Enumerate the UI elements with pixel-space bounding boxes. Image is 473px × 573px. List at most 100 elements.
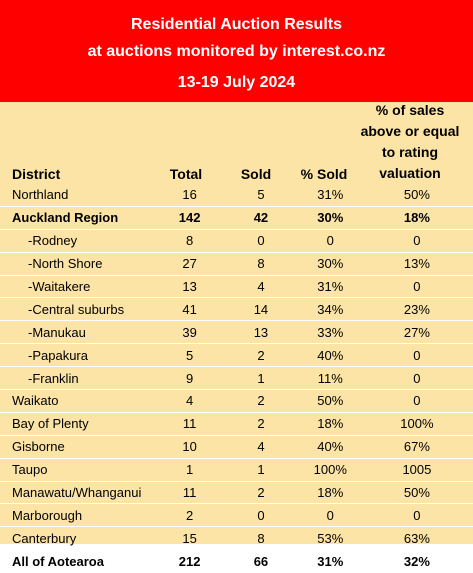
pct-sold-cell: 31% <box>299 184 361 207</box>
pct-sold-cell: 0 <box>299 503 361 528</box>
header-pct-sold: % Sold <box>300 166 348 182</box>
table-row: Manawatu/Whanganui 11 2 18% 50% <box>0 481 473 505</box>
district-cell: -Papakura <box>0 343 166 368</box>
district-cell: -Central suburbs <box>0 297 166 322</box>
column-spacer <box>285 229 300 253</box>
column-spacer <box>285 366 300 391</box>
pct-sold-cell: 30% <box>299 206 361 230</box>
valuation-cell: 27% <box>360 320 473 345</box>
column-spacer <box>285 297 300 322</box>
pct-sold-cell: 0 <box>299 229 361 253</box>
total-cell: 39 <box>165 320 215 345</box>
column-spacer <box>214 343 237 368</box>
district-cell: -North Shore <box>0 252 166 276</box>
district-cell: -Rodney <box>0 229 166 253</box>
district-cell: Canterbury <box>0 526 166 551</box>
column-spacer <box>214 481 237 505</box>
table-row: Bay of Plenty 11 2 18% 100% <box>0 412 473 436</box>
district-cell: Taupo <box>0 458 166 482</box>
district-cell: Waikato <box>0 389 166 413</box>
sold-cell: 8 <box>236 252 286 276</box>
header-total: Total <box>169 166 203 182</box>
pct-sold-cell: 18% <box>299 481 361 505</box>
district-cell: All of Aotearoa <box>0 549 166 573</box>
column-spacer <box>285 275 300 299</box>
table-row: Northland 16 5 31% 50% <box>0 184 473 207</box>
pct-sold-cell: 100% <box>299 458 361 482</box>
sold-cell: 14 <box>236 297 286 322</box>
header-valuation-line-4: valuation <box>379 165 441 181</box>
sold-cell: 2 <box>236 481 286 505</box>
total-cell: 9 <box>165 366 215 391</box>
district-cell: -Waitakere <box>0 275 166 299</box>
table-row: Gisborne 10 4 40% 67% <box>0 435 473 459</box>
results-table: Northland 16 5 31% 50% Auckland Region 142 42 30… <box>0 184 473 573</box>
valuation-cell: 67% <box>360 435 473 459</box>
table-row: Waikato 4 2 50% 0 <box>0 389 473 413</box>
column-spacer <box>285 320 300 345</box>
total-cell: 1 <box>165 458 215 482</box>
total-cell: 15 <box>165 526 215 551</box>
valuation-cell: 0 <box>360 503 473 528</box>
column-spacer <box>214 206 237 230</box>
column-spacer <box>285 458 300 482</box>
column-spacer <box>285 435 300 459</box>
pct-sold-cell: 31% <box>299 275 361 299</box>
district-cell: Gisborne <box>0 435 166 459</box>
column-spacer <box>285 252 300 276</box>
valuation-cell: 50% <box>360 481 473 505</box>
table-row: -Central suburbs 41 14 34% 23% <box>0 297 473 322</box>
sold-cell: 66 <box>236 549 286 573</box>
sold-cell: 8 <box>236 526 286 551</box>
pct-sold-cell: 31% <box>299 549 361 573</box>
total-cell: 27 <box>165 252 215 276</box>
valuation-cell: 0 <box>360 366 473 391</box>
total-cell: 10 <box>165 435 215 459</box>
column-spacer <box>285 481 300 505</box>
district-cell: Bay of Plenty <box>0 412 166 436</box>
pct-sold-cell: 11% <box>299 366 361 391</box>
pct-sold-cell: 40% <box>299 343 361 368</box>
header-valuation: % of sales above or equal to rating valu… <box>355 100 465 184</box>
column-spacer <box>285 549 300 573</box>
column-spacer <box>285 184 300 207</box>
column-spacer <box>214 320 237 345</box>
total-cell: 4 <box>165 389 215 413</box>
valuation-cell: 100% <box>360 412 473 436</box>
valuation-cell: 0 <box>360 229 473 253</box>
total-cell: 11 <box>165 412 215 436</box>
sold-cell: 13 <box>236 320 286 345</box>
column-spacer <box>214 275 237 299</box>
sold-cell: 0 <box>236 229 286 253</box>
column-spacer <box>214 252 237 276</box>
valuation-cell: 13% <box>360 252 473 276</box>
sold-cell: 4 <box>236 275 286 299</box>
district-cell: Manawatu/Whanganui <box>0 481 166 505</box>
column-spacer <box>214 549 237 573</box>
valuation-cell: 63% <box>360 526 473 551</box>
total-cell: 2 <box>165 503 215 528</box>
valuation-cell: 1005 <box>360 458 473 482</box>
total-cell: 11 <box>165 481 215 505</box>
pct-sold-cell: 40% <box>299 435 361 459</box>
column-spacer <box>214 366 237 391</box>
column-spacer <box>285 206 300 230</box>
column-spacer <box>214 458 237 482</box>
sold-cell: 2 <box>236 389 286 413</box>
column-spacer <box>285 503 300 528</box>
table-row: -Waitakere 13 4 31% 0 <box>0 275 473 299</box>
column-spacer <box>285 389 300 413</box>
total-cell: 8 <box>165 229 215 253</box>
table-row: Taupo 1 1 100% 1005 <box>0 458 473 482</box>
title-line-1: Residential Auction Results <box>131 16 342 33</box>
sold-cell: 42 <box>236 206 286 230</box>
header-valuation-line-2: above or equal <box>360 123 460 139</box>
column-spacer <box>285 412 300 436</box>
valuation-cell: 18% <box>360 206 473 230</box>
title-banner: Residential Auction Results at auctions … <box>0 0 473 102</box>
table-row: -Franklin 9 1 11% 0 <box>0 366 473 391</box>
title-date: 13-19 July 2024 <box>177 74 296 91</box>
valuation-cell: 50% <box>360 184 473 207</box>
sold-cell: 4 <box>236 435 286 459</box>
pct-sold-cell: 18% <box>299 412 361 436</box>
